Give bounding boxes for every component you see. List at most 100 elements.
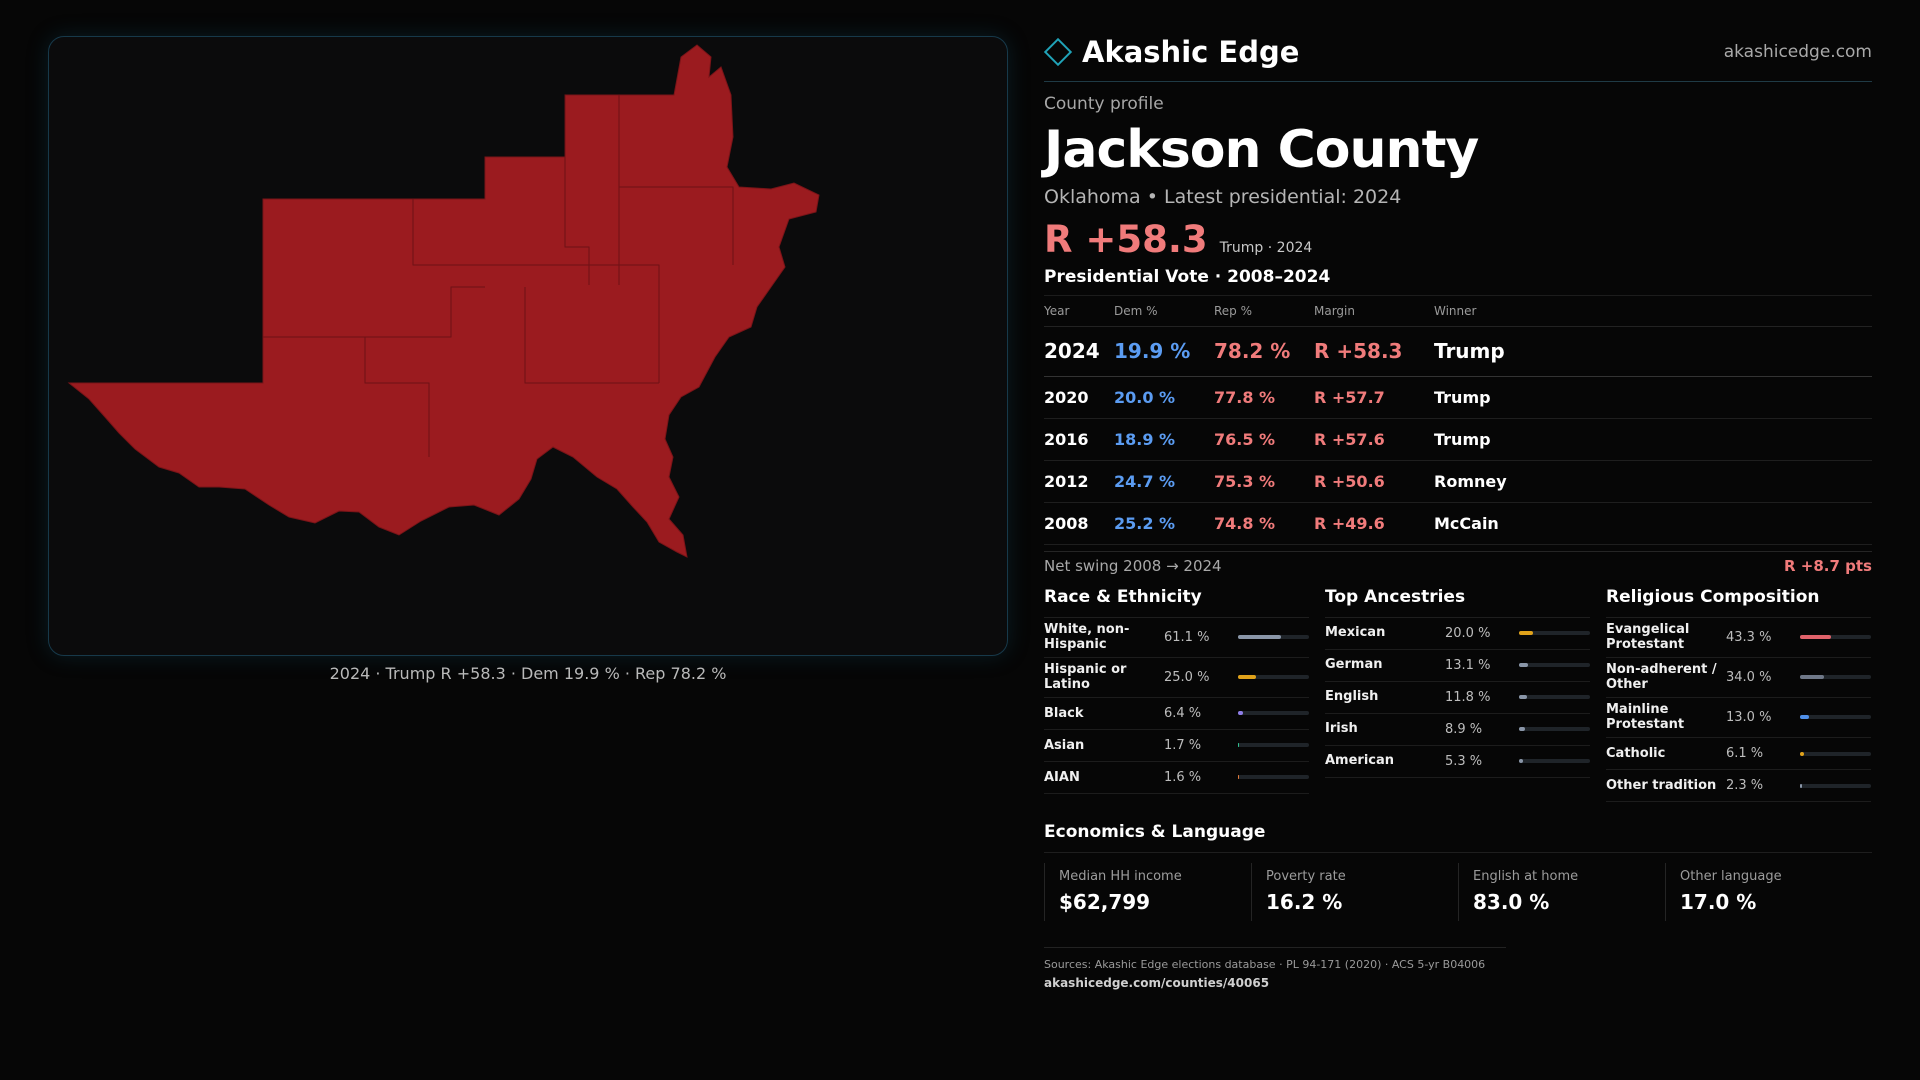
table-row: 2024 19.9 % 78.2 % R +58.3 Trump: [1044, 326, 1872, 377]
net-swing-value: R +8.7 pts: [1784, 557, 1872, 575]
item-pct: 13.0 %: [1726, 709, 1772, 725]
row-rep: 78.2 %: [1214, 326, 1314, 377]
row-dem: 20.0 %: [1114, 376, 1214, 419]
item-bar: [1519, 759, 1590, 763]
item-pct: 5.3 %: [1445, 753, 1483, 769]
stat-value: 83.0 %: [1473, 890, 1550, 915]
list-item: German 13.1 %: [1325, 650, 1590, 682]
table-row: 2020 20.0 % 77.8 % R +57.7 Trump: [1044, 376, 1872, 419]
item-label: Irish: [1325, 721, 1358, 737]
item-bar: [1519, 727, 1590, 731]
county-map: [67, 44, 820, 558]
item-label: Evangelical Protestant: [1606, 621, 1690, 653]
item-pct: 20.0 %: [1445, 625, 1491, 641]
row-rep: 75.3 %: [1214, 460, 1314, 503]
table-row: 2016 18.9 % 76.5 % R +57.6 Trump: [1044, 418, 1872, 461]
item-pct: 13.1 %: [1445, 657, 1491, 673]
stat-value: 17.0 %: [1680, 890, 1757, 915]
sources-text: Sources: Akashic Edge elections database…: [1044, 958, 1486, 972]
row-rep: 74.8 %: [1214, 502, 1314, 545]
row-winner: McCain: [1434, 502, 1872, 545]
item-label: Mainline Protestant: [1606, 701, 1685, 733]
item-label: Catholic: [1606, 745, 1666, 761]
brand-name: Akashic Edge: [1082, 34, 1300, 69]
item-label: White, non-Hispanic: [1044, 621, 1130, 653]
row-winner: Romney: [1434, 460, 1872, 503]
race-title: Race & Ethnicity: [1044, 587, 1309, 618]
item-pct: 6.1 %: [1726, 746, 1764, 762]
row-dem: 19.9 %: [1114, 326, 1214, 377]
list-item: Catholic 6.1 %: [1606, 738, 1871, 771]
stat-median-income: Median HH income $62,799: [1044, 863, 1251, 922]
item-bar-fill: [1800, 635, 1831, 640]
list-item: Black 6.4 %: [1044, 698, 1309, 730]
row-winner: Trump: [1434, 418, 1872, 461]
list-item: Asian 1.7 %: [1044, 730, 1309, 762]
religion-section: Religious Composition Evangelical Protes…: [1606, 587, 1871, 803]
vote-table: Year Dem % Rep % Margin Winner 2024 19.9…: [1044, 296, 1872, 545]
table-row: 2008 25.2 % 74.8 % R +49.6 McCain: [1044, 502, 1872, 545]
item-label: Hispanic or Latino: [1044, 661, 1127, 693]
item-bar: [1519, 695, 1590, 699]
stat-other-language: Other language 17.0 %: [1665, 863, 1872, 922]
item-bar-fill: [1800, 675, 1825, 680]
item-bar: [1238, 743, 1309, 748]
margin-value: R +58.3: [1044, 218, 1208, 261]
sources: Sources: Akashic Edge elections database…: [1044, 947, 1506, 990]
item-pct: 11.8 %: [1445, 689, 1491, 705]
item-pct: 2.3 %: [1726, 778, 1764, 794]
item-bar-fill: [1238, 675, 1256, 680]
item-bar: [1800, 635, 1871, 640]
net-swing: Net swing 2008 → 2024 R +8.7 pts: [1044, 550, 1872, 581]
stat-label: Poverty rate: [1266, 869, 1346, 885]
item-label: Mexican: [1325, 625, 1386, 641]
list-item: English 11.8 %: [1325, 682, 1590, 714]
precinct-lines: [263, 95, 734, 457]
row-margin: R +50.6: [1314, 460, 1434, 503]
col-header-winner: Winner: [1434, 296, 1872, 327]
header: Akashic Edge akashicedge.com: [1043, 34, 1872, 82]
table-row: 2012 24.7 % 75.3 % R +50.6 Romney: [1044, 460, 1872, 503]
list-item: Mexican 20.0 %: [1325, 618, 1590, 650]
economics-stats: Median HH income $62,799 Poverty rate 16…: [1044, 863, 1872, 922]
site-link[interactable]: akashicedge.com: [1723, 41, 1872, 62]
headline-margin: R +58.3 Trump · 2024: [1044, 218, 1872, 261]
stat-label: Median HH income: [1059, 869, 1182, 885]
row-dem: 24.7 %: [1114, 460, 1214, 503]
ancestry-title: Top Ancestries: [1325, 587, 1590, 618]
list-item: Non-adherent / Other 34.0 %: [1606, 658, 1871, 698]
county-url-link[interactable]: akashicedge.com/counties/40065: [1044, 976, 1270, 991]
row-year: 2020: [1044, 376, 1114, 419]
stat-label: English at home: [1473, 869, 1579, 885]
item-bar: [1238, 775, 1309, 780]
row-year: 2008: [1044, 502, 1114, 545]
item-label: German: [1325, 657, 1383, 673]
item-bar-fill: [1519, 759, 1523, 763]
margin-note: Trump · 2024: [1219, 240, 1313, 256]
row-dem: 18.9 %: [1114, 418, 1214, 461]
list-item: AIAN 1.6 %: [1044, 762, 1309, 794]
row-year: 2012: [1044, 460, 1114, 503]
row-year: 2016: [1044, 418, 1114, 461]
stat-value: $62,799: [1059, 890, 1151, 915]
list-item: Evangelical Protestant 43.3 %: [1606, 618, 1871, 658]
item-bar: [1800, 751, 1871, 756]
item-bar: [1238, 675, 1309, 680]
row-winner: Trump: [1434, 326, 1872, 377]
item-pct: 61.1 %: [1164, 629, 1210, 645]
list-item: Other tradition 2.3 %: [1606, 770, 1871, 803]
item-bar: [1800, 783, 1871, 788]
item-bar: [1800, 715, 1871, 720]
item-bar: [1238, 711, 1309, 716]
map-caption: 2024 · Trump R +58.3 · Dem 19.9 % · Rep …: [329, 664, 727, 683]
list-item: Irish 8.9 %: [1325, 714, 1590, 746]
item-bar-fill: [1238, 635, 1282, 640]
vote-section-title: Presidential Vote · 2008–2024: [1044, 267, 1872, 296]
item-label: Non-adherent / Other: [1606, 661, 1717, 693]
diamond-logo-icon: [1043, 37, 1073, 66]
economics-title: Economics & Language: [1044, 822, 1872, 854]
item-bar-fill: [1238, 775, 1240, 780]
row-margin: R +57.7: [1314, 376, 1434, 419]
stat-english-at-home: English at home 83.0 %: [1458, 863, 1665, 922]
row-margin: R +57.6: [1314, 418, 1434, 461]
